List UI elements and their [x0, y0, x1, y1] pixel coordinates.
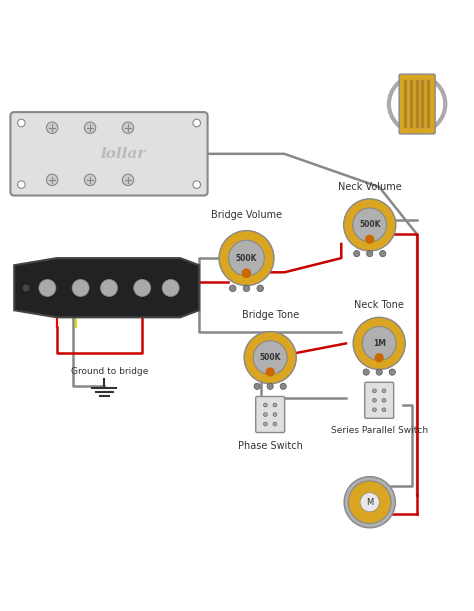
Circle shape [382, 398, 386, 402]
Circle shape [280, 383, 286, 389]
Circle shape [193, 181, 201, 188]
Circle shape [380, 251, 386, 257]
Circle shape [360, 492, 379, 512]
Circle shape [219, 230, 274, 285]
Text: 1M: 1M [373, 339, 386, 348]
Circle shape [382, 389, 386, 393]
Circle shape [228, 240, 264, 276]
FancyBboxPatch shape [255, 397, 284, 433]
Circle shape [100, 279, 118, 296]
Text: 500K: 500K [259, 353, 281, 362]
FancyBboxPatch shape [365, 382, 393, 419]
Circle shape [162, 279, 179, 296]
Circle shape [376, 369, 383, 375]
Text: Neck Tone: Neck Tone [354, 300, 404, 310]
Circle shape [264, 412, 267, 417]
Circle shape [72, 279, 89, 296]
Circle shape [348, 481, 391, 524]
Circle shape [254, 383, 260, 389]
Circle shape [257, 285, 264, 291]
Bar [410, 81, 413, 128]
Circle shape [273, 403, 277, 407]
Bar [416, 81, 419, 128]
Circle shape [373, 408, 376, 412]
Text: Ground to bridge: Ground to bridge [71, 367, 148, 376]
Circle shape [23, 285, 29, 291]
Circle shape [229, 285, 236, 291]
Circle shape [382, 408, 386, 412]
Circle shape [122, 122, 134, 133]
Circle shape [375, 354, 383, 362]
Circle shape [366, 251, 373, 257]
Circle shape [344, 477, 395, 528]
Circle shape [243, 285, 250, 291]
Circle shape [18, 119, 25, 127]
Bar [421, 81, 424, 128]
Circle shape [353, 317, 405, 370]
Text: Bridge Volume: Bridge Volume [211, 210, 282, 220]
Circle shape [18, 181, 25, 188]
Circle shape [366, 235, 374, 243]
Text: 500K: 500K [236, 254, 257, 263]
Circle shape [134, 279, 151, 296]
Circle shape [244, 332, 296, 384]
Bar [427, 81, 430, 128]
Circle shape [264, 422, 267, 426]
FancyBboxPatch shape [10, 112, 208, 196]
Circle shape [353, 208, 387, 242]
Circle shape [84, 174, 96, 186]
Circle shape [267, 383, 273, 389]
Circle shape [362, 326, 396, 360]
Text: Bridge Tone: Bridge Tone [242, 310, 299, 320]
PathPatch shape [14, 258, 199, 317]
Text: Neck Volume: Neck Volume [338, 181, 401, 192]
Text: lollar: lollar [100, 147, 146, 161]
Circle shape [363, 369, 369, 375]
Circle shape [122, 174, 134, 186]
Circle shape [39, 279, 56, 296]
Circle shape [193, 119, 201, 127]
Text: Series Parallel Switch: Series Parallel Switch [331, 426, 428, 436]
Circle shape [344, 199, 396, 251]
Circle shape [273, 412, 277, 417]
Circle shape [373, 389, 376, 393]
Circle shape [253, 341, 287, 375]
Circle shape [354, 251, 360, 257]
Circle shape [84, 122, 96, 133]
Circle shape [264, 403, 267, 407]
Circle shape [46, 174, 58, 186]
Text: 500K: 500K [359, 221, 381, 229]
Circle shape [242, 269, 251, 277]
Circle shape [373, 398, 376, 402]
FancyBboxPatch shape [399, 74, 435, 134]
Text: M: M [366, 498, 374, 507]
Circle shape [46, 122, 58, 133]
Circle shape [266, 368, 274, 376]
Bar [404, 81, 407, 128]
Circle shape [389, 369, 395, 375]
Circle shape [273, 422, 277, 426]
Text: Phase Switch: Phase Switch [238, 441, 302, 450]
